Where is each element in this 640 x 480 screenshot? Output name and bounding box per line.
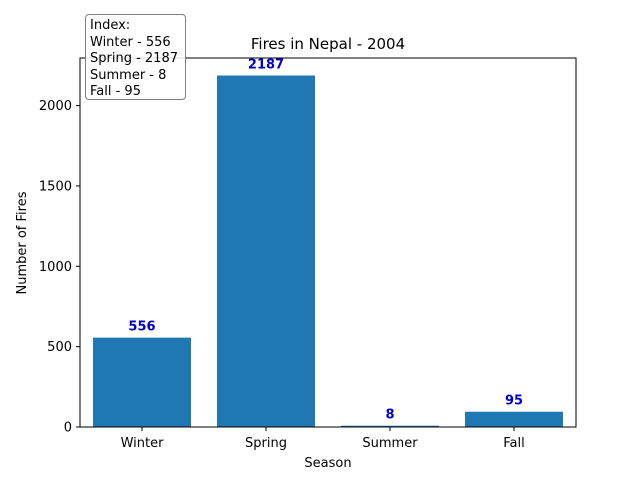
annotation-line: Index: bbox=[90, 18, 131, 33]
bar bbox=[217, 75, 315, 428]
x-tick-label: Fall bbox=[503, 436, 524, 451]
y-axis-label: Number of Fires bbox=[15, 191, 30, 294]
x-tick-label: Winter bbox=[121, 436, 165, 451]
annotation-line: Spring - 2187 bbox=[90, 51, 178, 66]
y-tick-label: 500 bbox=[47, 340, 72, 355]
bar bbox=[465, 411, 563, 427]
plot-area: 556 Winter 2187 Spring 8 Summer 95 Fall 0 500 1000… bbox=[39, 57, 577, 451]
annotation-line: Winter - 556 bbox=[90, 34, 171, 50]
index-annotation: Index: Winter - 556 Spring - 2187 Summer… bbox=[85, 14, 186, 100]
x-tick-label: Summer bbox=[362, 436, 418, 451]
annotation-line: Summer - 8 bbox=[90, 67, 167, 83]
y-tick-label: 2000 bbox=[39, 99, 72, 114]
annotation-line: Fall - 95 bbox=[90, 84, 141, 99]
data-label: 556 bbox=[128, 320, 155, 335]
data-label: 2187 bbox=[248, 58, 284, 73]
data-label: 8 bbox=[385, 408, 394, 423]
bar bbox=[341, 425, 439, 427]
plot-frame bbox=[79, 57, 577, 428]
x-axis-label: Season bbox=[304, 456, 351, 471]
bar bbox=[93, 337, 191, 427]
x-tick-label: Spring bbox=[245, 436, 287, 451]
y-tick-label: 1500 bbox=[39, 179, 72, 194]
y-tick-label: 0 bbox=[64, 421, 72, 436]
data-label: 95 bbox=[505, 394, 523, 409]
chart-title: Fires in Nepal - 2004 bbox=[251, 35, 405, 53]
y-tick-label: 1000 bbox=[39, 260, 72, 275]
